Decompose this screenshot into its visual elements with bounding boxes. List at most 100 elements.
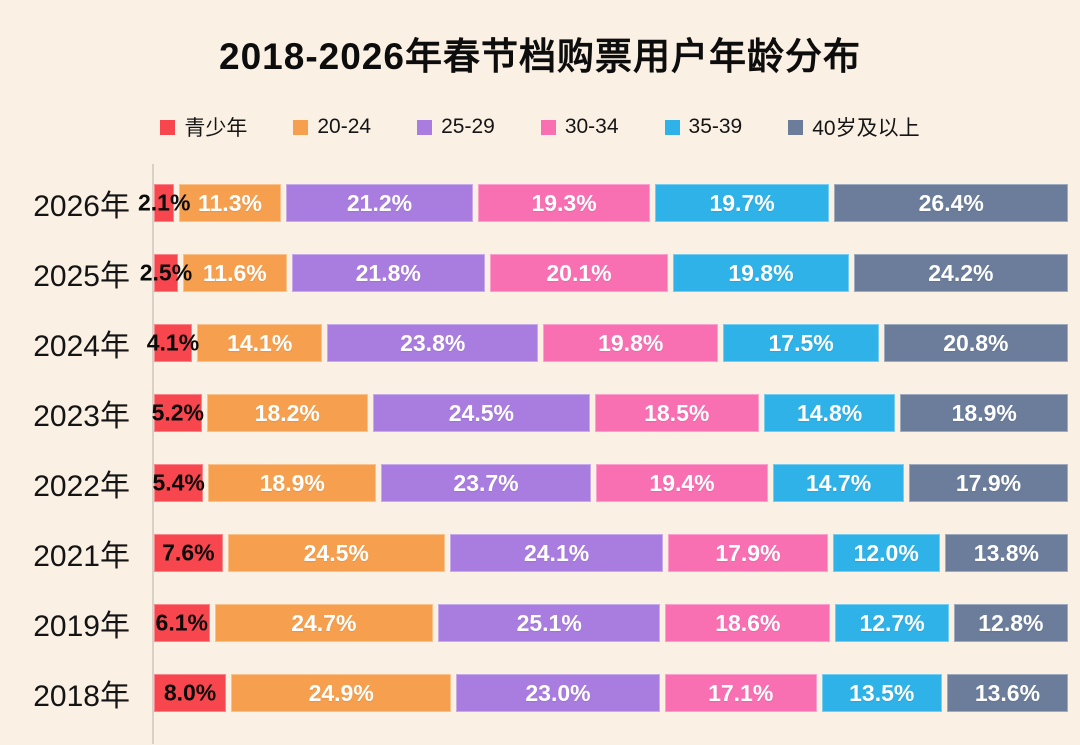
bar-track: 4.1% 14.1% 23.8% 19.8% 17.5% 20.8%	[147, 324, 1068, 362]
chart-row: 2019年 6.1% 24.7% 25.1% 18.6% 12.7% 12.8%	[0, 604, 1080, 643]
legend-label: 40岁及以上	[812, 117, 920, 140]
bar-segment-20-24: 11.6%	[182, 254, 287, 292]
legend-item-3: 25-29	[417, 115, 495, 139]
legend-item-1: 青少年	[160, 112, 247, 142]
bar-track: 5.2% 18.2% 24.5% 18.5% 14.8% 18.9%	[151, 394, 1069, 432]
segment-value-label: 5.2%	[151, 399, 204, 426]
bar-segment-青少年: 8.0%	[154, 674, 227, 712]
bar-segment-30-34: 19.3%	[478, 184, 650, 222]
segment-value-label: 19.3%	[531, 189, 597, 216]
legend-item-6: 40岁及以上	[788, 112, 920, 142]
bar-segment-40岁及以上: 17.9%	[909, 464, 1068, 502]
legend-item-2: 20-24	[293, 115, 371, 139]
legend-label: 25-29	[441, 115, 495, 138]
bar-track: 7.6% 24.5% 24.1% 17.9% 12.0% 13.8%	[154, 534, 1068, 572]
bar-segment-25-29: 25.1%	[438, 604, 661, 642]
legend-label: 20-24	[317, 115, 372, 138]
legend-swatch-icon	[417, 119, 433, 135]
segment-value-label: 18.9%	[259, 469, 325, 496]
bar-track: 6.1% 24.7% 25.1% 18.6% 12.7% 12.8%	[154, 604, 1068, 642]
chart-rows: 2026年 2.1% 11.3% 21.2% 19.3% 19.7% 26.4% 2025年 2…	[0, 184, 1080, 713]
bar-segment-40岁及以上: 13.6%	[946, 674, 1069, 712]
bar-segment-青少年: 6.1%	[154, 604, 210, 642]
bar-segment-20-24: 24.7%	[214, 604, 434, 642]
segment-value-label: 19.4%	[649, 469, 715, 496]
bar-segment-35-39: 17.5%	[723, 324, 879, 362]
legend-label: 30-34	[564, 115, 619, 138]
segment-value-label: 24.7%	[291, 609, 357, 636]
chart-row: 2025年 2.5% 11.6% 21.8% 20.1% 19.8% 24.2%	[0, 254, 1080, 293]
bar-track: 2.5% 11.6% 21.8% 20.1% 19.8% 24.2%	[140, 254, 1068, 292]
segment-value-label: 24.5%	[448, 399, 514, 426]
bar-segment-25-29: 21.2%	[285, 184, 474, 222]
bar-segment-25-29: 24.5%	[373, 394, 590, 432]
chart-row: 2023年 5.2% 18.2% 24.5% 18.5% 14.8% 18.9%	[0, 394, 1080, 433]
segment-value-label: 17.5%	[768, 329, 834, 356]
segment-value-label: 17.1%	[708, 679, 774, 706]
bar-segment-30-34: 18.5%	[594, 394, 759, 432]
bar-segment-30-34: 17.9%	[668, 534, 828, 572]
segment-value-label: 12.8%	[978, 609, 1044, 636]
segment-value-label: 13.6%	[974, 679, 1041, 706]
segment-value-label: 26.4%	[918, 189, 984, 216]
year-label: 2026年	[33, 190, 130, 223]
segment-value-label: 21.2%	[346, 189, 413, 216]
bar-segment-30-34: 19.4%	[595, 464, 769, 502]
segment-value-label: 19.7%	[709, 189, 775, 216]
year-label: 2022年	[33, 470, 130, 503]
bar-segment-25-29: 24.1%	[449, 534, 664, 572]
bar-segment-25-29: 23.7%	[381, 464, 591, 502]
chart-row: 2024年 4.1% 14.1% 23.8% 19.8% 17.5% 20.8%	[0, 324, 1080, 363]
bar-segment-青少年: 2.1%	[138, 184, 190, 222]
bar-segment-35-39: 19.8%	[673, 254, 849, 292]
bar-segment-20-24: 14.1%	[196, 324, 323, 362]
bar-segment-40岁及以上: 12.8%	[953, 604, 1068, 642]
year-label: 2018年	[33, 680, 130, 713]
segment-value-label: 14.7%	[805, 469, 872, 496]
legend-swatch-icon	[160, 119, 176, 135]
legend-item-4: 30-34	[540, 115, 619, 139]
segment-value-label: 12.7%	[859, 609, 925, 636]
legend: 青少年 20-24 25-29 30-34 35-39 40岁及以上	[0, 112, 1080, 142]
segment-value-label: 20.8%	[943, 329, 1009, 356]
segment-value-label: 19.8%	[598, 329, 664, 356]
bar-segment-35-39: 12.7%	[835, 604, 949, 642]
bar-segment-20-24: 18.2%	[206, 394, 369, 432]
bar-segment-青少年: 5.2%	[151, 394, 204, 432]
bar-segment-25-29: 21.8%	[291, 254, 485, 292]
segment-value-label: 17.9%	[955, 469, 1022, 496]
segment-value-label: 13.5%	[849, 679, 915, 706]
bar-segment-35-39: 19.7%	[654, 184, 830, 222]
segment-value-label: 20.1%	[546, 259, 612, 286]
bar-segment-青少年: 2.5%	[140, 254, 192, 292]
segment-value-label: 14.8%	[796, 399, 863, 426]
segment-value-label: 25.1%	[516, 609, 582, 636]
segment-value-label: 24.9%	[308, 679, 374, 706]
bar-segment-20-24: 11.3%	[179, 184, 281, 222]
bar-segment-25-29: 23.0%	[456, 674, 660, 712]
bar-track: 5.4% 18.9% 23.7% 19.4% 14.7% 17.9%	[152, 464, 1068, 502]
segment-value-label: 2.5%	[139, 259, 193, 286]
bar-segment-青少年: 7.6%	[154, 534, 223, 572]
segment-value-label: 2.1%	[137, 189, 191, 216]
segment-value-label: 21.8%	[355, 259, 421, 286]
segment-value-label: 8.0%	[163, 679, 217, 706]
segment-value-label: 24.2%	[928, 259, 994, 286]
segment-value-label: 7.6%	[162, 539, 215, 566]
bar-segment-35-39: 14.8%	[763, 394, 896, 432]
segment-value-label: 14.1%	[227, 329, 293, 356]
bar-track: 8.0% 24.9% 23.0% 17.1% 13.5% 13.6%	[154, 674, 1069, 712]
segment-value-label: 19.8%	[728, 259, 794, 286]
segment-value-label: 24.1%	[523, 539, 590, 566]
bar-track: 2.1% 11.3% 21.2% 19.3% 19.7% 26.4%	[138, 184, 1068, 222]
bar-segment-40岁及以上: 13.8%	[944, 534, 1068, 572]
segment-value-label: 18.5%	[644, 399, 710, 426]
year-label: 2025年	[33, 260, 130, 293]
segment-value-label: 4.1%	[146, 329, 200, 356]
legend-swatch-icon	[664, 119, 680, 135]
legend-swatch-icon	[788, 119, 804, 135]
segment-value-label: 11.6%	[202, 259, 267, 286]
year-label: 2023年	[33, 400, 130, 433]
bar-segment-30-34: 19.8%	[542, 324, 719, 362]
segment-value-label: 18.9%	[951, 399, 1017, 426]
